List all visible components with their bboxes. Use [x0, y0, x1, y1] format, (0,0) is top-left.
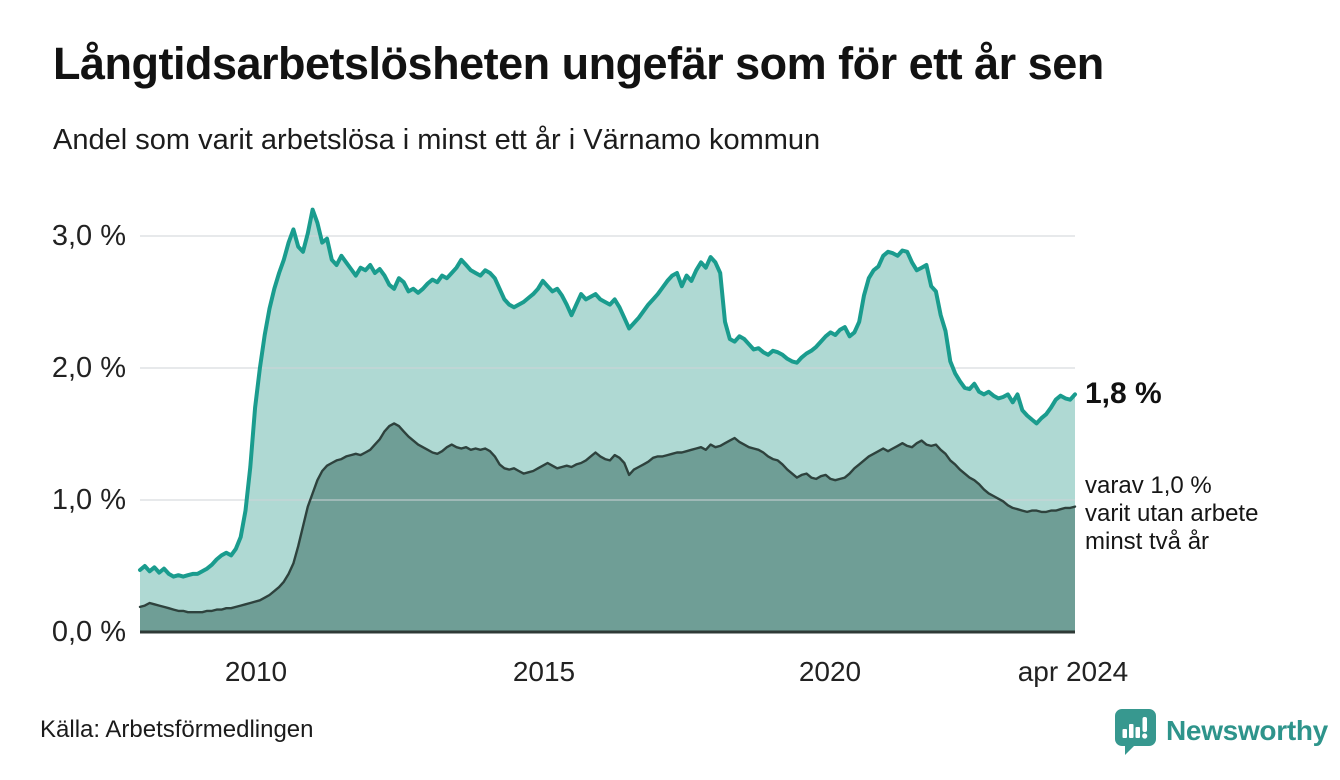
two-year-line	[138, 422, 1077, 614]
page-title: Långtidsarbetslösheten ungefär som för e…	[53, 38, 1104, 89]
subset-series-annotation: varav 1,0 % varit utan arbete minst två …	[1085, 472, 1258, 556]
y-axis-tick-0: 0,0 %	[51, 616, 126, 648]
y-axis-tick-3: 3,0 %	[51, 220, 126, 252]
x-axis-tick-2015: 2015	[512, 656, 576, 687]
page-subtitle: Andel som varit arbetslösa i minst ett å…	[53, 124, 821, 156]
series-end-value-label: 1,8 %	[1085, 377, 1162, 410]
subset-annotation-line-3: minst två år	[1085, 528, 1210, 555]
y-axis-tick-1: 1,0 %	[51, 484, 126, 516]
one-year-line	[138, 207, 1077, 579]
subset-annotation-line-1: varav 1,0 %	[1085, 472, 1212, 499]
x-axis-tick-apr-2024: apr 2024	[1017, 656, 1129, 687]
x-axis-tick-2010: 2010	[224, 656, 288, 687]
x-axis-tick-2020: 2020	[798, 656, 862, 687]
area-chart	[138, 207, 1077, 634]
y-axis-tick-2: 2,0 %	[51, 352, 126, 384]
source-text: Källa: Arbetsförmedlingen	[40, 716, 314, 743]
newsworthy-logo-text: Newsworthy	[1166, 715, 1328, 746]
newsworthy-logo: Newsworthy	[1112, 706, 1328, 756]
newsworthy-logo-icon	[1115, 709, 1156, 755]
two-year-area-fill	[140, 423, 1075, 632]
subset-annotation-line-2: varit utan arbete	[1085, 500, 1259, 527]
